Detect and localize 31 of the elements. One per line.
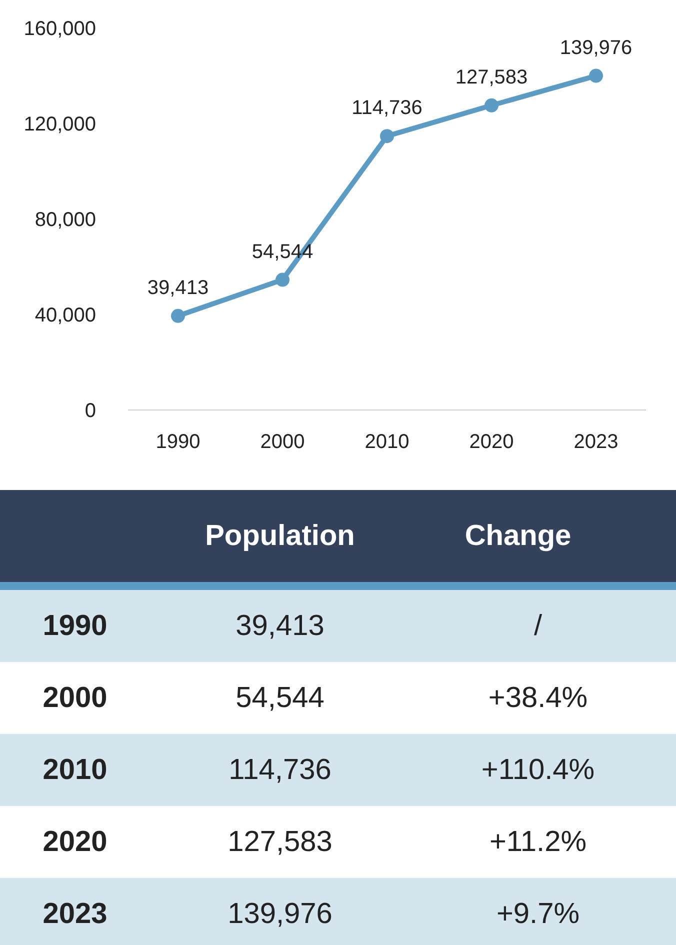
- category-label: 2023: [42, 898, 108, 930]
- data-label: 39,413: [147, 276, 209, 299]
- text: +11.2%: [488, 826, 588, 858]
- text: +9.7%: [495, 898, 581, 930]
- data-label: 139,976: [560, 36, 632, 59]
- x-tick-label: 2023: [574, 431, 618, 454]
- x-tick-label: 1990: [156, 431, 200, 454]
- category-label: 1990: [42, 610, 108, 642]
- text: 39,413: [234, 610, 326, 642]
- x-tick-label: 2010: [364, 431, 410, 454]
- text: 139,976: [226, 898, 334, 930]
- text: +38.4%: [487, 682, 589, 714]
- text: +110.4%: [480, 754, 596, 786]
- data-label: 127,583: [455, 66, 528, 88]
- x-tick-label: 2020: [469, 431, 514, 454]
- text: Change: [464, 520, 572, 552]
- text: 114,736: [228, 754, 332, 786]
- y-tick-label: 160,000: [24, 18, 96, 40]
- text: 54,544: [234, 682, 326, 714]
- y-tick-label: 120,000: [24, 114, 96, 136]
- category-label: 2000: [42, 682, 108, 714]
- text: Population: [204, 520, 356, 552]
- text: 127,583: [226, 826, 334, 858]
- x-tick-label: 2000: [260, 431, 305, 454]
- data-label: 114,736: [352, 97, 422, 120]
- category-label: 2020: [42, 826, 108, 858]
- y-tick-label: 0: [84, 400, 96, 422]
- text: /: [532, 610, 544, 642]
- y-tick-label: 80,000: [34, 209, 96, 232]
- category-label: 2010: [42, 754, 108, 786]
- y-tick-label: 40,000: [34, 304, 96, 327]
